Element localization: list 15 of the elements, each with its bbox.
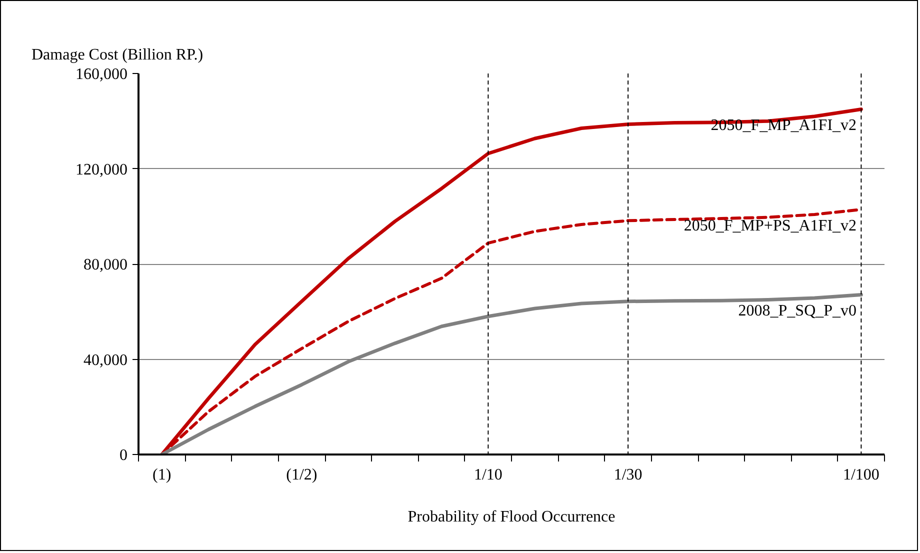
y-tick-label: 40,000: [84, 352, 128, 369]
y-tick-label: 80,000: [84, 256, 128, 274]
y-tick-label: 120,000: [76, 161, 128, 178]
x-tick-label: 1/30: [614, 466, 642, 484]
x-axis-title: Probability of Flood Occurrence: [408, 508, 616, 526]
x-tick-label: 1/10: [474, 466, 502, 484]
x-tick-label: (1): [152, 466, 172, 484]
series-label: 2050_F_MP+PS_A1FI_v2: [684, 217, 857, 234]
y-axis-title: Damage Cost (Billion RP.): [32, 46, 204, 64]
series-label: 2008_P_SQ_P_v0: [738, 302, 857, 320]
x-tick-label: 1/100: [842, 466, 880, 484]
series-label: 2050_F_MP_A1FI_v2: [710, 117, 857, 134]
y-tick-label: 0: [120, 447, 128, 464]
y-tick-label: 160,000: [76, 66, 128, 83]
x-tick-label: (1/2): [286, 466, 318, 484]
